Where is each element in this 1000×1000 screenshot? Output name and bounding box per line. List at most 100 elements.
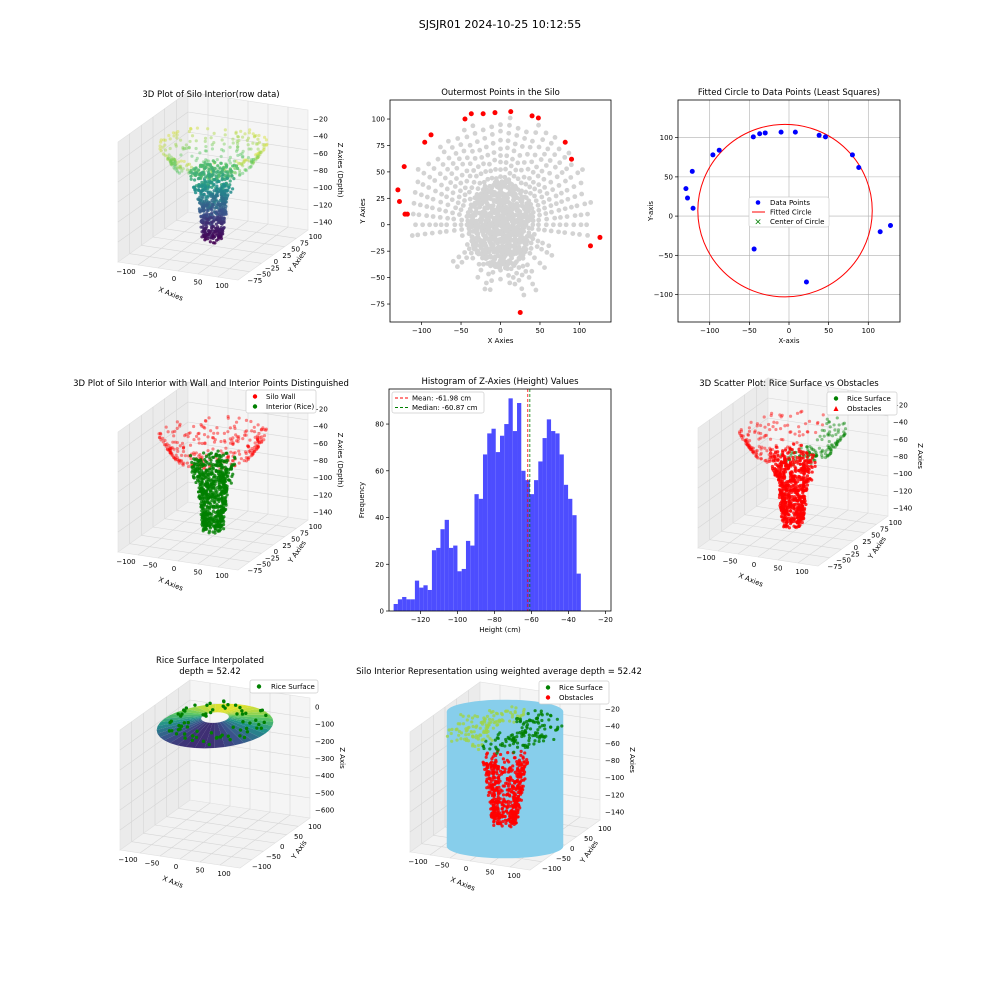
scatter-point xyxy=(464,178,470,184)
scatter-point xyxy=(242,459,246,463)
scatter-point xyxy=(216,464,220,468)
scatter-point xyxy=(485,176,491,182)
scatter-point xyxy=(182,721,187,725)
surface-patch xyxy=(156,717,202,730)
scatter-point xyxy=(223,188,227,193)
scatter-point xyxy=(483,198,489,204)
scatter-point xyxy=(244,726,249,731)
scatter-point xyxy=(842,433,846,437)
scatter-point xyxy=(175,166,179,170)
z-tick-label: −140 xyxy=(313,508,332,516)
scatter-point xyxy=(259,438,263,442)
scatter-point xyxy=(216,190,220,194)
histogram-bar xyxy=(448,547,454,611)
scatter-point xyxy=(765,449,769,453)
chart-title: Rice Surface Interpolated xyxy=(156,656,264,666)
scatter-point xyxy=(189,127,193,131)
scatter-point xyxy=(823,455,828,460)
scatter-point xyxy=(181,147,185,151)
scatter-point xyxy=(177,164,182,169)
z-tick-label: −140 xyxy=(313,218,332,226)
scatter-point xyxy=(797,458,801,463)
scatter-point xyxy=(210,143,214,147)
scatter-point xyxy=(806,448,810,452)
scatter-point xyxy=(203,186,207,191)
scatter-point xyxy=(521,766,526,770)
x-axis-label: X Axies xyxy=(157,576,184,593)
scatter-point xyxy=(815,421,820,426)
scatter-point xyxy=(200,515,204,519)
x-tick-label: 50 xyxy=(194,569,203,577)
scatter-point xyxy=(537,212,542,218)
scatter-point xyxy=(182,147,187,151)
scatter-point xyxy=(482,286,488,292)
histogram-bar xyxy=(410,599,415,611)
scatter-point xyxy=(220,148,224,152)
scatter-point xyxy=(788,498,793,502)
z-tick-label: −20 xyxy=(605,706,620,714)
scatter-point xyxy=(206,221,210,225)
scatter-point xyxy=(476,238,482,243)
scatter-point xyxy=(207,185,211,189)
scatter-point xyxy=(827,420,831,424)
data-point xyxy=(778,129,784,135)
scatter-point xyxy=(221,226,225,231)
scatter-point xyxy=(526,274,532,280)
y-tick-label: 25 xyxy=(282,252,291,260)
scatter-point xyxy=(575,170,581,176)
scatter-point xyxy=(835,442,839,446)
scatter-point xyxy=(491,814,496,819)
scatter-point xyxy=(763,425,767,429)
scatter-point xyxy=(224,446,228,450)
scatter-point xyxy=(181,446,186,450)
surface-patch xyxy=(228,715,274,723)
scatter-point xyxy=(782,472,786,476)
scatter-point xyxy=(810,447,814,451)
scatter-point xyxy=(205,211,209,215)
scatter-point xyxy=(204,203,208,208)
scatter-point xyxy=(231,187,235,191)
scatter-point xyxy=(209,731,214,735)
scatter-point xyxy=(805,474,810,478)
scatter-point xyxy=(250,446,254,451)
scatter-point xyxy=(552,737,556,742)
scatter-point xyxy=(169,158,173,163)
y-tick-label: −50 xyxy=(256,561,271,569)
scatter-point xyxy=(485,752,489,757)
scatter-point xyxy=(743,439,747,443)
scatter-point xyxy=(204,490,208,494)
surface-patch xyxy=(157,716,202,727)
scatter-point xyxy=(508,794,512,798)
scatter-point xyxy=(535,734,539,739)
histogram-bar xyxy=(500,435,505,611)
scatter-point xyxy=(255,434,259,438)
scatter-point xyxy=(783,467,787,471)
scatter-point xyxy=(797,434,802,438)
scatter-point xyxy=(580,167,585,173)
scatter-point xyxy=(512,818,516,823)
scatter-point xyxy=(489,278,495,284)
scatter-point xyxy=(177,723,181,728)
legend-label: Rice Surface xyxy=(847,395,891,403)
scatter-point xyxy=(510,812,514,816)
scatter-point xyxy=(776,458,780,462)
scatter-point xyxy=(175,170,180,174)
scatter-point xyxy=(225,176,230,180)
scatter-point xyxy=(488,776,492,780)
scatter-point xyxy=(789,509,793,513)
scatter-point xyxy=(745,442,749,447)
scatter-point xyxy=(501,793,506,797)
scatter-point xyxy=(228,478,232,483)
scatter-point xyxy=(467,161,473,167)
scatter-point xyxy=(509,711,513,715)
scatter-point xyxy=(514,246,520,252)
scatter-point xyxy=(518,191,523,196)
scatter-point xyxy=(256,445,260,449)
chart-title: 3D Plot of Silo Interior(row data) xyxy=(142,90,279,100)
scatter-point xyxy=(747,443,751,447)
scatter-point xyxy=(181,146,185,150)
scatter-point xyxy=(168,158,172,163)
scatter-point xyxy=(828,425,832,429)
scatter-point xyxy=(206,522,210,526)
scatter-point xyxy=(199,201,203,206)
